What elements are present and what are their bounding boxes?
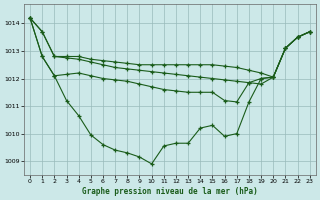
X-axis label: Graphe pression niveau de la mer (hPa): Graphe pression niveau de la mer (hPa) bbox=[82, 187, 258, 196]
